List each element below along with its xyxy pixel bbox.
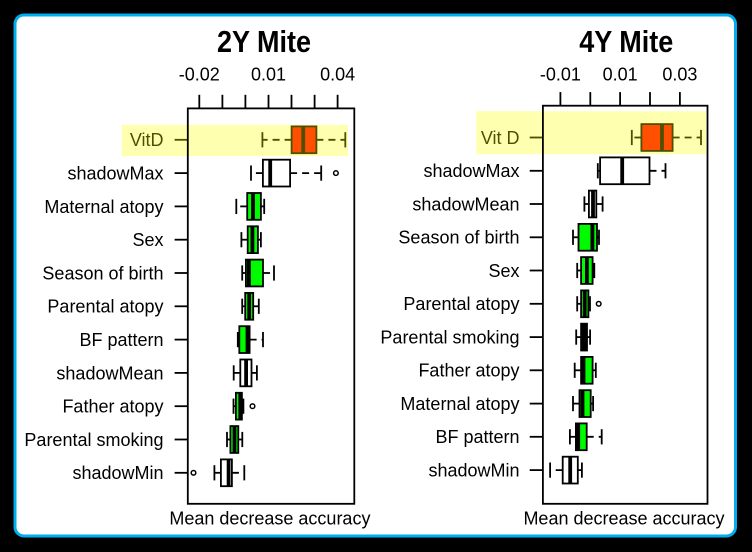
svg-text:Maternal atopy: Maternal atopy — [44, 197, 163, 217]
svg-text:0.04: 0.04 — [320, 65, 355, 85]
svg-text:shadowMean: shadowMean — [56, 363, 163, 383]
svg-text:Parental smoking: Parental smoking — [24, 430, 163, 450]
svg-text:Sex: Sex — [488, 261, 519, 281]
svg-text:shadowMin: shadowMin — [428, 461, 519, 481]
svg-text:Mean decrease accuracy: Mean decrease accuracy — [523, 509, 724, 529]
svg-text:shadowMax: shadowMax — [423, 161, 519, 181]
svg-text:Parental atopy: Parental atopy — [403, 294, 519, 314]
svg-text:-0.02: -0.02 — [179, 65, 220, 85]
svg-text:-0.01: -0.01 — [540, 65, 581, 85]
svg-text:Parental atopy: Parental atopy — [47, 297, 163, 317]
svg-text:0.03: 0.03 — [662, 65, 697, 85]
svg-text:0.01: 0.01 — [251, 65, 286, 85]
svg-text:Father atopy: Father atopy — [418, 361, 519, 381]
svg-text:Parental smoking: Parental smoking — [380, 328, 519, 348]
svg-text:Father atopy: Father atopy — [62, 397, 163, 417]
svg-text:Season of birth: Season of birth — [398, 228, 519, 248]
svg-text:shadowMax: shadowMax — [67, 164, 163, 184]
svg-text:Vit D: Vit D — [481, 128, 520, 148]
svg-text:Season of birth: Season of birth — [42, 263, 163, 283]
svg-text:0.01: 0.01 — [603, 65, 638, 85]
svg-text:4Y Mite: 4Y Mite — [579, 25, 673, 59]
svg-text:Mean decrease accuracy: Mean decrease accuracy — [169, 509, 370, 529]
svg-text:BF pattern: BF pattern — [435, 427, 519, 447]
svg-text:Maternal atopy: Maternal atopy — [400, 394, 519, 414]
svg-text:2Y Mite: 2Y Mite — [217, 25, 311, 59]
svg-text:shadowMean: shadowMean — [412, 194, 519, 214]
svg-text:shadowMin: shadowMin — [72, 463, 163, 483]
svg-text:BF pattern: BF pattern — [79, 330, 163, 350]
svg-text:Sex: Sex — [132, 230, 163, 250]
svg-text:VitD: VitD — [130, 130, 164, 150]
